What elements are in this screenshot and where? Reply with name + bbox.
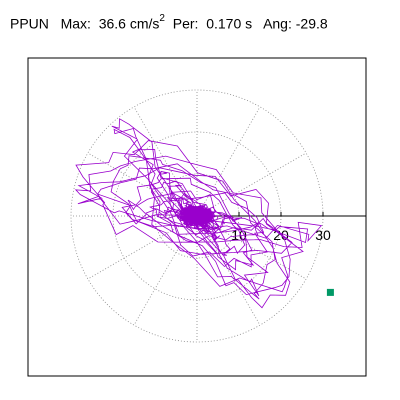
max-value: 36.6 cm/s [98, 15, 160, 32]
max-exponent: 2 [159, 13, 165, 24]
motion-trace [74, 118, 323, 309]
grid-spoke [196, 215, 261, 326]
angle-label: Ang: [263, 15, 292, 32]
station-code: PPUN [10, 15, 49, 32]
grid-spoke [196, 152, 307, 217]
radial-axis: 10 20 30 [197, 212, 366, 243]
plot-frame [27, 57, 367, 377]
period-label: Per: [172, 15, 199, 32]
chart-header: PPUN Max: 36.6 cm/s2 Per: 0.170 s Ang: -… [10, 13, 328, 32]
grid-spoke [196, 106, 261, 217]
peak-marker [326, 288, 334, 296]
grid-spoke [196, 215, 307, 280]
grid-spoke [87, 152, 198, 217]
grid-spoke [133, 106, 198, 217]
grid-spoke [87, 215, 198, 280]
max-label: Max: [60, 15, 91, 32]
radial-tick-label: 30 [315, 227, 331, 243]
period-value: 0.170 s [206, 15, 253, 32]
angle-value: -29.8 [295, 15, 328, 32]
